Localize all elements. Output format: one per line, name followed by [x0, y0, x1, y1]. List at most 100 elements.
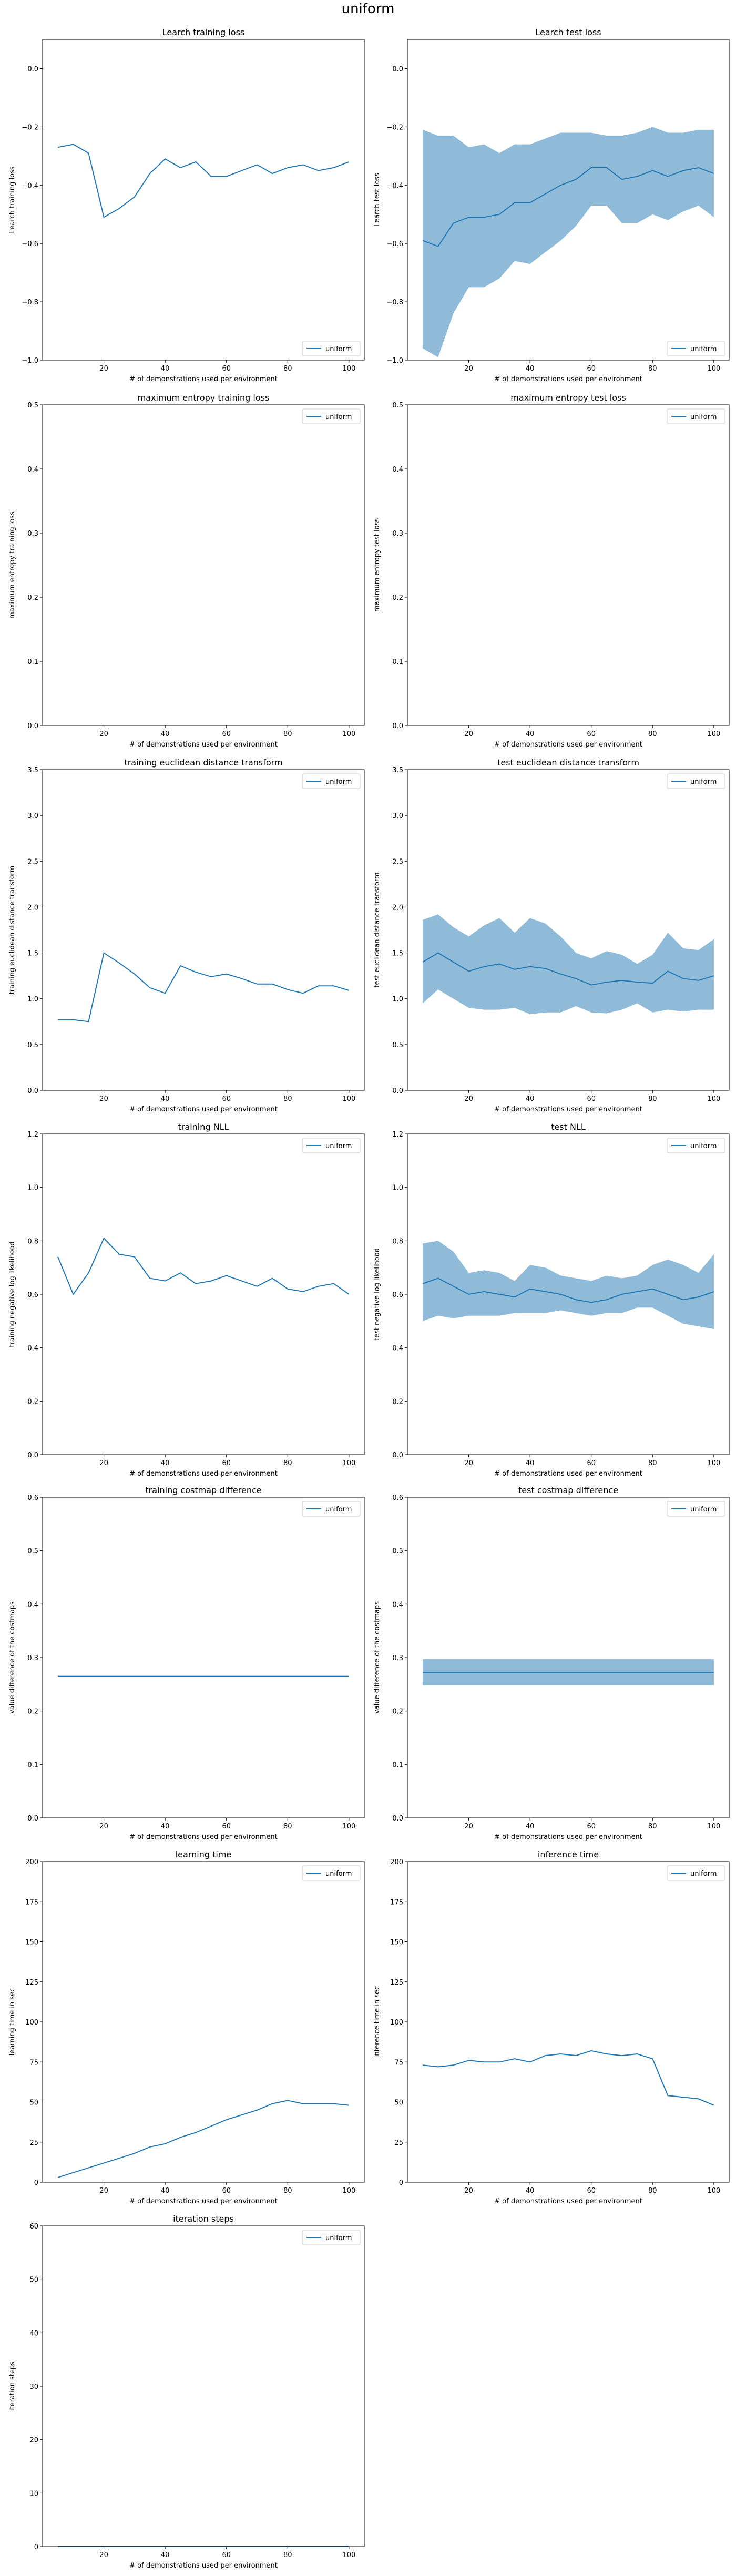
x-tick-label: 40 [161, 1459, 170, 1467]
y-tick-label: 0.4 [392, 1601, 403, 1609]
subplot: 20 40 60 80 100 0 25 50 75 100 125 150 175 200 learnin… [8, 1849, 365, 2205]
subplot: 20 40 60 80 100 −1.0 −0.8 −0.6 −0.4 −0.2 0.0 Learch… [373, 27, 730, 383]
x-axis-label: # of demonstrations used per environment [494, 375, 642, 383]
y-tick-label: 0.1 [392, 1761, 403, 1769]
legend-frame [302, 408, 361, 424]
y-axis-label: Learch test loss [373, 173, 381, 227]
y-tick-label: 25 [29, 2139, 38, 2147]
y-axis-label: learning time in sec [8, 1988, 16, 2056]
x-axis-label: # of demonstrations used per environment [494, 1470, 642, 1478]
y-tick-label: 0.6 [392, 1291, 403, 1299]
legend-frame [302, 341, 361, 356]
y-tick-label: 50 [394, 2099, 403, 2107]
x-tick-label: 40 [161, 2551, 170, 2559]
y-tick-label: 0.4 [392, 1345, 403, 1353]
y-tick-label: 0.1 [27, 658, 38, 666]
y-tick-label: 0.0 [27, 722, 38, 730]
y-tick-label: 1.2 [392, 1131, 403, 1139]
x-tick-label: 80 [648, 1823, 657, 1831]
y-tick-label: 0.8 [27, 1238, 38, 1245]
x-tick-label: 60 [222, 2187, 231, 2195]
legend-label: uniform [690, 1506, 717, 1514]
x-tick-label: 100 [342, 730, 355, 738]
x-tick-label: 100 [707, 730, 720, 738]
y-tick-label: 0.6 [27, 1291, 38, 1299]
y-tick-label: 0.0 [27, 1815, 38, 1823]
y-tick-label: 0.4 [27, 1601, 38, 1609]
y-tick-label: 1.0 [27, 996, 38, 1004]
x-tick-label: 40 [161, 730, 170, 738]
legend: uniform [302, 773, 361, 789]
axes-frame [407, 39, 730, 361]
legend-frame [302, 1501, 361, 1517]
x-axis-label: # of demonstrations used per environment [129, 375, 278, 383]
x-axis-label: # of demonstrations used per environment [494, 2197, 642, 2205]
x-axis-label: # of demonstrations used per environment [129, 2197, 278, 2205]
x-tick-label: 40 [526, 1823, 535, 1831]
axes-frame [42, 1861, 365, 2183]
x-tick-label: 80 [648, 1459, 657, 1467]
confidence-band [423, 914, 714, 1015]
subplot-title: test costmap difference [518, 1485, 618, 1495]
x-tick-label: 20 [464, 2187, 473, 2195]
x-axis-label: # of demonstrations used per environment [129, 1833, 278, 1841]
x-tick-label: 100 [342, 2187, 355, 2195]
x-tick-label: 60 [222, 365, 231, 373]
y-tick-label: 2.0 [392, 904, 403, 912]
y-tick-label: 1.2 [27, 1131, 38, 1139]
subplot: 20 40 60 80 100 0.0 0.1 0.2 0.3 0.4 0.5 maximum ent… [373, 393, 730, 749]
axes-frame [42, 404, 365, 726]
series-line [57, 144, 350, 218]
subplot: 20 40 60 80 100 −1.0 −0.8 −0.6 −0.4 −0.2 0.0 Learch… [8, 27, 365, 383]
y-tick-label: 0.0 [392, 1815, 403, 1823]
y-tick-label: 0 [34, 2543, 38, 2551]
x-tick-label: 100 [707, 365, 720, 373]
x-tick-label: 40 [161, 1823, 170, 1831]
legend-label: uniform [690, 413, 717, 421]
x-tick-label: 100 [342, 1823, 355, 1831]
legend: uniform [667, 341, 725, 356]
legend: uniform [302, 341, 361, 356]
y-tick-label: 0.3 [392, 530, 403, 538]
y-axis-label: test euclidean distance transform [373, 872, 381, 987]
subplot: 20 40 60 80 100 0 25 50 75 100 125 150 175 200 inferen… [373, 1849, 730, 2205]
y-tick-label: 200 [390, 1858, 403, 1866]
x-tick-label: 20 [464, 1459, 473, 1467]
x-tick-label: 40 [526, 730, 535, 738]
subplot: 20 40 60 80 100 0 10 20 30 40 50 60 iteration steps #… [8, 2214, 365, 2570]
y-tick-label: 0.5 [392, 402, 403, 410]
y-tick-label: 2.0 [27, 904, 38, 912]
legend-label: uniform [325, 1870, 352, 1878]
y-tick-label: 0.5 [392, 1548, 403, 1556]
figure-title: uniform [341, 1, 395, 17]
y-tick-label: 0.0 [27, 1451, 38, 1459]
x-tick-label: 100 [342, 1459, 355, 1467]
axes-frame [42, 1133, 365, 1455]
axes-frame [407, 404, 730, 726]
legend: uniform [667, 1865, 725, 1881]
y-tick-label: 50 [29, 2276, 38, 2284]
subplot-title: training costmap difference [145, 1485, 261, 1495]
y-axis-label: maximum entropy training loss [8, 512, 16, 619]
axes-frame [407, 1861, 730, 2183]
x-tick-label: 20 [99, 2551, 108, 2559]
legend-frame [302, 2230, 361, 2245]
y-tick-label: −1.0 [22, 357, 38, 365]
y-tick-label: 1.5 [27, 950, 38, 958]
x-tick-label: 20 [99, 730, 108, 738]
legend-label: uniform [325, 413, 352, 421]
legend-label: uniform [325, 1506, 352, 1514]
x-axis-label: # of demonstrations used per environment [494, 1106, 642, 1113]
subplot: 20 40 60 80 100 0.0 0.5 1.0 1.5 2.0 2.5 3.0 3.5 train… [8, 758, 365, 1113]
legend: uniform [302, 1138, 361, 1153]
y-tick-label: 0.1 [27, 1761, 38, 1769]
y-tick-label: 0.2 [392, 594, 403, 602]
axes-frame [42, 2225, 365, 2547]
x-axis-label: # of demonstrations used per environment [129, 2562, 278, 2570]
y-tick-label: 3.5 [392, 766, 403, 774]
series-line [422, 2050, 714, 2106]
y-tick-label: −0.2 [386, 124, 403, 131]
x-tick-label: 60 [587, 1095, 596, 1103]
y-tick-label: −0.8 [22, 299, 38, 306]
x-tick-label: 60 [222, 730, 231, 738]
